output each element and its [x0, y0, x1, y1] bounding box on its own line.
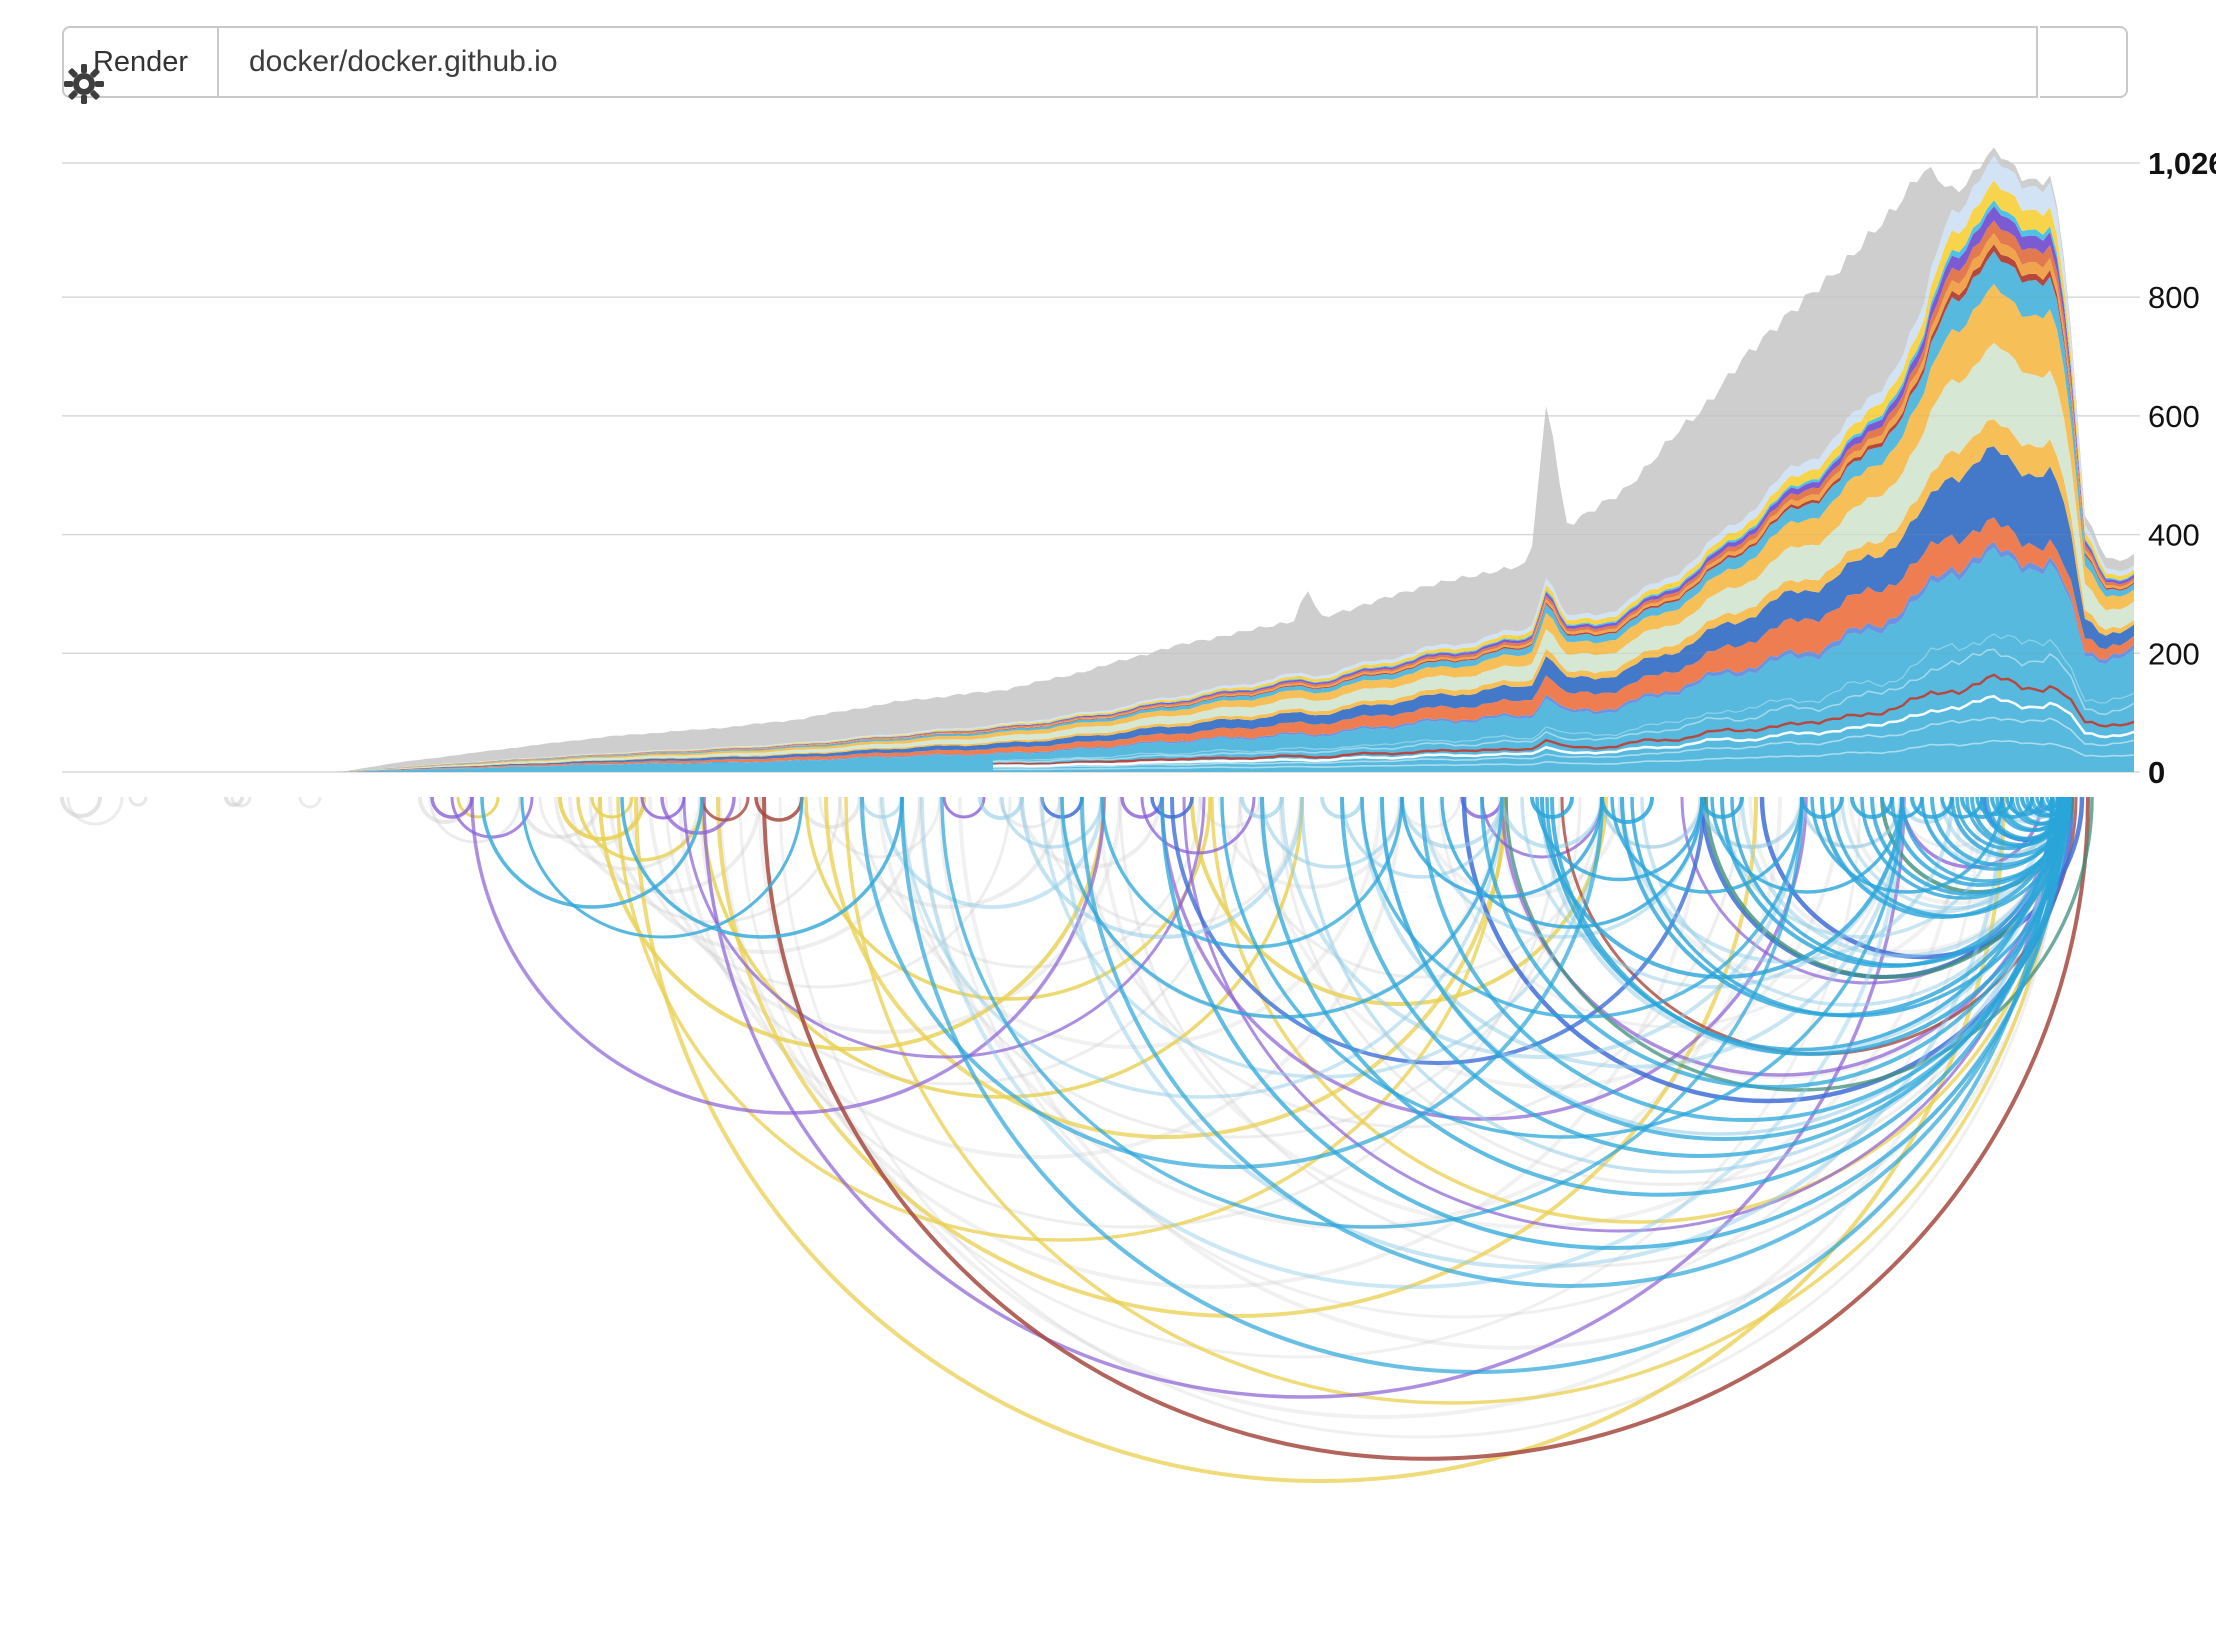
commit-arc — [1060, 797, 1504, 1019]
commit-arc — [1440, 797, 1704, 929]
commit-arc — [682, 797, 1206, 1059]
commit-link-arcs — [60, 797, 2094, 1483]
commit-arc — [1360, 797, 1904, 1069]
commit-arc — [942, 797, 986, 819]
commit-arc — [1078, 797, 1742, 1129]
commit-arc — [1960, 797, 2004, 819]
band-cyan-bottom — [62, 547, 2134, 772]
commit-arc — [860, 797, 1604, 1169]
chart-area-bands — [62, 147, 2134, 773]
commit-arc — [1438, 797, 1902, 1029]
commit-arc — [450, 797, 534, 839]
commit-arc — [470, 797, 1106, 1115]
commit-arc — [702, 797, 1906, 1399]
y-axis-label: 600 — [2148, 399, 2200, 434]
commit-arc — [1000, 797, 1104, 849]
commit-arc — [568, 797, 762, 894]
commit-arc — [844, 797, 2060, 1405]
y-axis-label: 1,026 — [2148, 146, 2216, 181]
y-axis-label: 800 — [2148, 280, 2200, 315]
commit-arc — [1260, 797, 2060, 1197]
commit-arc — [128, 797, 148, 807]
commit-arc — [1759, 797, 2085, 960]
commit-arc — [1140, 797, 1256, 855]
commit-arc — [878, 797, 1382, 1049]
commit-arc — [1600, 797, 1654, 824]
commit-arc — [754, 797, 804, 822]
commit-arc — [1340, 797, 2062, 1158]
commit-arc — [1260, 797, 1404, 869]
commit-arc — [898, 797, 1582, 1139]
commit-arc — [60, 797, 102, 818]
commit-arc — [616, 797, 1506, 1242]
commit-arc — [660, 797, 736, 835]
band-pale-green — [62, 342, 2134, 772]
commit-arc — [978, 797, 1024, 820]
commit-arc — [940, 797, 1804, 1229]
commit-arc — [620, 797, 904, 939]
y-axis-label: 400 — [2148, 518, 2200, 553]
settings-button[interactable] — [64, 26, 2128, 104]
commit-arc — [1600, 797, 1704, 849]
commit-arc — [66, 797, 124, 826]
commit-arc — [1040, 797, 1604, 1079]
commit-arc — [1400, 797, 1604, 899]
commit-arc — [520, 797, 804, 939]
commit-arc — [598, 797, 1106, 1051]
commit-arc — [762, 797, 2090, 1461]
commit-arc — [1118, 797, 2060, 1268]
commit-arc — [900, 797, 2054, 1374]
band-blue — [62, 446, 2134, 772]
commit-arc — [1910, 797, 1954, 819]
band-gray — [62, 147, 2134, 773]
commit-arc — [1100, 797, 1404, 949]
stacked-area-chart: 0 200 400 600 800 1,026 — [62, 146, 2216, 790]
commit-arc — [678, 797, 1402, 1159]
commit-arc — [920, 797, 1904, 1289]
y-axis-labels: 0 200 400 600 800 1,026 — [2148, 146, 2216, 790]
band-sandy-1 — [62, 283, 2134, 772]
repo-input[interactable] — [217, 26, 2038, 98]
commit-arc — [298, 797, 322, 809]
commit-arc — [590, 797, 634, 819]
chart-inner-lines — [992, 633, 2135, 771]
commit-arc — [456, 797, 500, 819]
commit-arc — [1220, 797, 1904, 1139]
commit-arc — [224, 797, 244, 807]
toolbar: Render — [62, 26, 2128, 104]
commit-arc — [698, 797, 1562, 1229]
commit-arc — [900, 797, 1504, 1099]
band-salmon — [62, 517, 2134, 772]
commit-arc — [230, 797, 252, 808]
commit-arc — [554, 797, 702, 871]
commit-arc — [718, 797, 1702, 1289]
commit-arc — [480, 797, 704, 909]
commit-arc — [738, 797, 1862, 1359]
commit-arc — [716, 797, 1758, 1318]
chart-gridlines-overlay — [62, 162, 2140, 773]
commit-arc — [1020, 797, 1304, 939]
commit-arc — [1480, 797, 2064, 1089]
commit-arc — [608, 797, 922, 954]
commit-arc — [958, 797, 2064, 1350]
commit-arc — [1238, 797, 1602, 979]
commit-arc — [938, 797, 1982, 1319]
commit-arc — [700, 797, 750, 822]
commit-arc — [1160, 797, 2066, 1250]
commit-arc — [1975, 797, 2014, 817]
y-axis-label: 200 — [2148, 636, 2200, 671]
commit-arc — [1610, 797, 1804, 894]
y-axis-label: 0 — [2148, 755, 2165, 790]
arc-diagram — [60, 797, 2094, 1483]
commit-arc — [1710, 797, 1904, 894]
commit-arc — [1060, 797, 2004, 1269]
commit-arc — [1340, 797, 1504, 879]
commit-arc — [640, 797, 686, 820]
